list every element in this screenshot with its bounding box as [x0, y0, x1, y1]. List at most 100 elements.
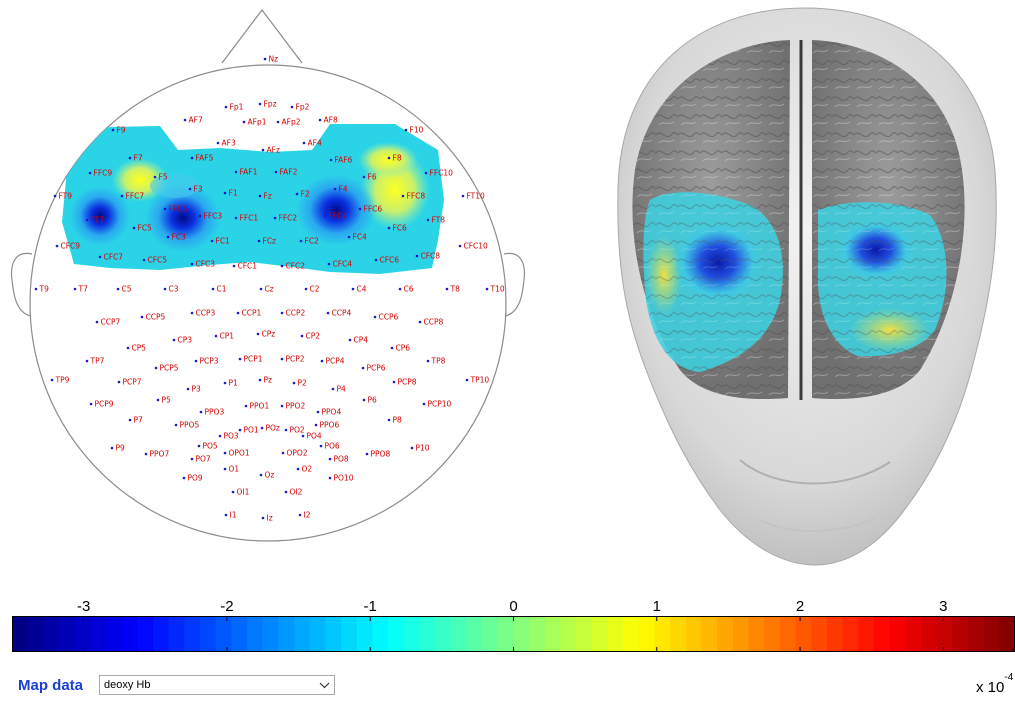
chevron-down-icon[interactable]	[313, 676, 334, 694]
colorbar-cell	[247, 616, 264, 652]
channel-dot	[302, 141, 306, 145]
colorbar-cell	[607, 616, 624, 652]
channel-dot	[284, 428, 288, 432]
channel-label: CFC1	[238, 262, 258, 271]
channel-label: PCP4	[326, 357, 345, 366]
channel-label: FFC1	[240, 214, 259, 223]
channel-dot	[88, 171, 92, 175]
channel-label: I2	[304, 511, 311, 520]
channel-dot	[257, 239, 261, 243]
colorbar-tick-label: 2	[795, 598, 805, 615]
colorbar-cell	[215, 616, 232, 652]
colorbar-cell	[450, 616, 468, 652]
channel-label: TP7	[90, 357, 105, 366]
colorbar-cell	[826, 616, 844, 652]
channel-label: CP3	[178, 336, 193, 345]
channel-dot	[111, 128, 115, 132]
channel-label: C2	[310, 285, 320, 294]
channel-dot	[190, 311, 194, 315]
colorbar-cell	[654, 616, 671, 652]
colorbar-cell	[497, 616, 515, 652]
colorbar-cell	[372, 616, 389, 652]
channel-label: PPO2	[286, 402, 306, 411]
channel-dot	[223, 451, 227, 455]
channel-label: OI1	[237, 488, 250, 497]
channel-dot	[50, 378, 54, 382]
channel-label: P10	[416, 444, 430, 453]
colorbar-cell	[670, 616, 687, 652]
channel-dot	[234, 170, 238, 174]
channel-dot	[258, 102, 262, 106]
channel-dot	[358, 207, 362, 211]
channel-dot	[319, 444, 323, 448]
channel-dot	[280, 404, 284, 408]
channel-dot	[387, 156, 391, 160]
channel-label: P2	[298, 379, 308, 388]
channel-label: FFC6	[364, 205, 383, 214]
channel-dot	[231, 490, 235, 494]
channel-label: CFC6	[380, 256, 400, 265]
channel-dot	[85, 218, 89, 222]
channel-dot	[166, 235, 170, 239]
channel-label: PO5	[203, 442, 218, 451]
channel-label: P1	[229, 379, 239, 388]
channel-label: C6	[404, 285, 414, 294]
channel-dot	[85, 359, 89, 363]
channel-dot	[261, 516, 265, 520]
colorbar-cell	[59, 616, 76, 652]
colorbar-cell	[513, 616, 530, 652]
channel-label: CFC2	[286, 262, 306, 271]
channel-dot	[238, 428, 242, 432]
channel-dot	[390, 346, 394, 350]
channel-label: T10	[490, 285, 505, 294]
channel-dot	[387, 226, 391, 230]
activation-overlay	[62, 124, 444, 274]
channel-label: Cz	[265, 285, 274, 294]
channel-label: FFC7	[126, 192, 145, 201]
colorbar-cell	[717, 616, 734, 652]
channel-label: FFC5	[169, 205, 188, 214]
channel-label: PPO7	[150, 450, 170, 459]
channel-dot	[410, 446, 414, 450]
channel-label: C1	[217, 285, 227, 294]
colorbar-cell	[560, 616, 577, 652]
channel-label: FC1	[216, 237, 231, 246]
channel-label: CFC5	[148, 256, 168, 265]
channel-dot	[290, 105, 294, 109]
channel-label: T7	[78, 285, 89, 294]
channel-label: FAF6	[335, 156, 353, 165]
channel-label: PCP1	[244, 355, 263, 364]
channel-dot	[374, 258, 378, 262]
channel-label: PCP10	[428, 400, 452, 409]
colorbar-cell	[325, 616, 342, 652]
channel-label: PO3	[224, 432, 239, 441]
channel-dot	[172, 338, 176, 342]
topographic-head-map: Nz Fp1 Fpz Fp2 AF7 AFp1 AFp2 AF8 F9 AF3 AFz AF4 F10 F…	[10, 9, 526, 542]
channel-dot	[295, 192, 299, 196]
colorbar-cell	[795, 616, 812, 652]
channel-dot	[258, 378, 262, 382]
colorbar-cell	[294, 616, 311, 652]
channel-dot	[458, 244, 462, 248]
channel-dot	[280, 311, 284, 315]
channel-label: CP6	[396, 344, 411, 353]
map-data-select[interactable]: deoxy Hb	[99, 675, 336, 695]
colorbar	[12, 616, 1015, 652]
channel-dot	[280, 357, 284, 361]
channel-dot	[273, 216, 277, 220]
channel-label: AFp2	[282, 118, 301, 127]
channel-label: FC6	[393, 224, 408, 233]
channel-label: FT7	[91, 216, 105, 225]
channel-label: T9	[39, 285, 50, 294]
channel-label: Iz	[267, 514, 273, 523]
colorbar-cell	[544, 616, 562, 652]
channel-label: Fz	[264, 192, 272, 201]
channel-label: P5	[162, 396, 172, 405]
channel-dot	[197, 444, 201, 448]
channel-dot	[156, 398, 160, 402]
channel-dot	[259, 473, 263, 477]
channel-dot	[422, 402, 426, 406]
channel-label: FFC8	[407, 192, 426, 201]
channel-label: O1	[229, 465, 240, 474]
channel-label: AFz	[267, 146, 280, 155]
